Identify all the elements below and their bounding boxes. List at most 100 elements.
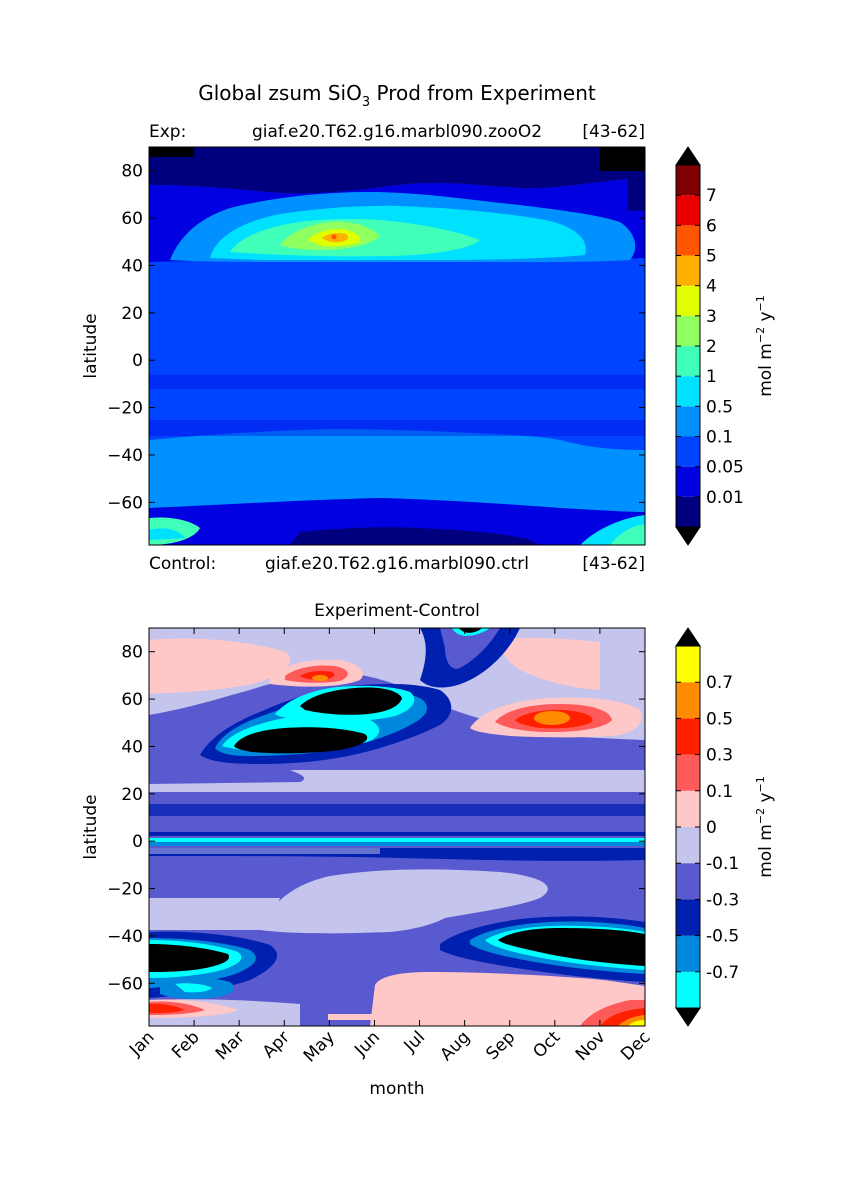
ctrl-label: Control:	[149, 554, 216, 574]
figure-title: Global zsum SiO3 Prod from Experiment	[198, 81, 596, 110]
colorbar-label-difference: mol m−2 y−1	[754, 776, 776, 878]
colorbar-tick-label: 5	[706, 247, 717, 267]
x-tick-label: Jan	[125, 1027, 158, 1060]
y-axis-experiment: 80 60 40 20 0 −20 −40 −60	[107, 162, 645, 513]
colorbar-segment	[676, 436, 700, 467]
eq-band-lavender-north-edge	[149, 770, 305, 784]
x-tick-label: Nov	[572, 1027, 610, 1065]
south-west-cyan	[175, 983, 212, 993]
y-label-difference: latitude	[81, 794, 101, 859]
plot-frame-experiment	[148, 146, 646, 546]
x-label-difference: month	[369, 1079, 424, 1099]
colorbar-extend-high	[675, 146, 701, 166]
antarctic-orange-west	[149, 1003, 184, 1013]
arctic-pink-east	[500, 637, 600, 690]
eq-band-cyan	[149, 838, 645, 842]
colorbar-segment	[676, 315, 700, 346]
colorbar-tick-label: -0.1	[706, 854, 739, 874]
colorbar-tick-label: 6	[706, 216, 717, 236]
colorbar-segment	[676, 346, 700, 377]
colorbar-segment	[676, 376, 700, 407]
colorbar-segment	[676, 285, 700, 316]
y-tick-label: 40	[121, 737, 143, 757]
colorbar-extend-low	[675, 526, 701, 546]
eq-band-south-lavender	[149, 848, 380, 854]
panel-difference: 80 60 40 20 0 −20 −40 −60 Jan Feb Mar Apr May Jun Jul…	[81, 627, 776, 1099]
colorbar-experiment: 0.01 0.05 0.1 0.5 1 2 3 4 5 6 7	[675, 146, 744, 546]
y-tick-label: 20	[121, 304, 143, 324]
x-tick-label: Dec	[617, 1027, 654, 1064]
colorbar-tick-label: 1	[706, 367, 717, 387]
x-tick-label: Jul	[400, 1027, 429, 1056]
peak-core	[331, 234, 337, 240]
y-tick-label: 60	[121, 209, 143, 229]
x-tick-label: Mar	[212, 1027, 249, 1064]
y-tick-label: −60	[107, 974, 143, 994]
antarctic-core-east	[628, 1020, 645, 1026]
southwest-corner-inner	[149, 528, 185, 540]
y-tick-label: 80	[121, 643, 143, 663]
y-tick-label: −20	[107, 399, 143, 419]
colorbar-tick-label: -0.7	[706, 963, 739, 983]
y-tick-label: −40	[107, 927, 143, 947]
plot-frame-difference	[148, 627, 646, 1027]
colorbar-segment	[676, 195, 700, 226]
eq-band-dark-north	[149, 804, 645, 816]
colorbar-segment	[676, 971, 700, 1008]
x-tick-label: Aug	[437, 1027, 475, 1065]
colorbar-label-experiment: mol m−2 y−1	[754, 295, 776, 397]
colorbar-tick-label: 3	[706, 307, 717, 327]
colorbar-segment	[676, 682, 700, 719]
colorbar-segment	[676, 863, 700, 900]
north-pink-west	[149, 638, 291, 694]
colorbar-tick-label: 0.3	[706, 746, 733, 766]
y-axis-difference: 80 60 40 20 0 −20 −40 −60	[107, 643, 645, 994]
x-tick-label: Jun	[350, 1027, 384, 1061]
south-lavender	[260, 869, 548, 934]
south-west-min	[149, 944, 230, 972]
colorbar-segment	[676, 496, 700, 527]
arctic-low-east	[600, 147, 645, 171]
exp-label: Exp:	[149, 122, 186, 142]
neg-north-min-south	[234, 727, 368, 754]
colorbar-segment	[676, 718, 700, 755]
y-tick-label: 40	[121, 256, 143, 276]
ctrl-years: [43-62]	[582, 554, 645, 574]
ctrl-name: giaf.e20.T62.g16.marbl090.ctrl	[265, 554, 529, 574]
south-east-min	[498, 928, 645, 966]
colorbar-tick-label: 0.05	[706, 458, 744, 478]
colorbar-tick-label: -0.5	[706, 927, 739, 947]
colorbar-segment	[676, 935, 700, 972]
x-tick-label: Oct	[529, 1027, 564, 1062]
y-tick-label: −40	[107, 446, 143, 466]
colorbar-tick-label: -0.3	[706, 890, 739, 910]
colorbar-segment	[676, 406, 700, 437]
y-label-experiment: latitude	[81, 313, 101, 378]
y-tick-label: 20	[121, 785, 143, 805]
y-tick-label: 60	[121, 690, 143, 710]
exp-years: [43-62]	[582, 122, 645, 142]
colorbar-tick-label: 0.01	[706, 488, 744, 508]
band-eq-0.05b	[149, 420, 645, 436]
band-south-0.1b	[149, 470, 645, 512]
colorbar-segment	[676, 899, 700, 936]
colorbar-segment	[676, 646, 700, 683]
colorbar-tick-label: 4	[706, 277, 717, 297]
neg-north-min-north	[300, 687, 402, 715]
contour-field-experiment	[149, 147, 645, 545]
antarctic-pink	[370, 972, 645, 1026]
colorbar-difference: -0.7 -0.5 -0.3 -0.1 0 0.1 0.3 0.5 0.7	[675, 627, 739, 1027]
colorbar-extend-low	[675, 1007, 701, 1027]
southeast-corner-inner	[610, 524, 645, 545]
y-tick-label: −60	[107, 493, 143, 513]
y-tick-label: 80	[121, 162, 143, 182]
exp-name: giaf.e20.T62.g16.marbl090.zooO2	[252, 122, 542, 142]
colorbar-segment	[676, 255, 700, 286]
colorbar-segment	[676, 466, 700, 497]
colorbar-segment	[676, 165, 700, 196]
contour-field-difference	[149, 628, 645, 1026]
x-tick-label: Sep	[482, 1027, 519, 1064]
colorbar-tick-label: 0	[706, 818, 717, 838]
x-tick-label: May	[300, 1027, 339, 1066]
